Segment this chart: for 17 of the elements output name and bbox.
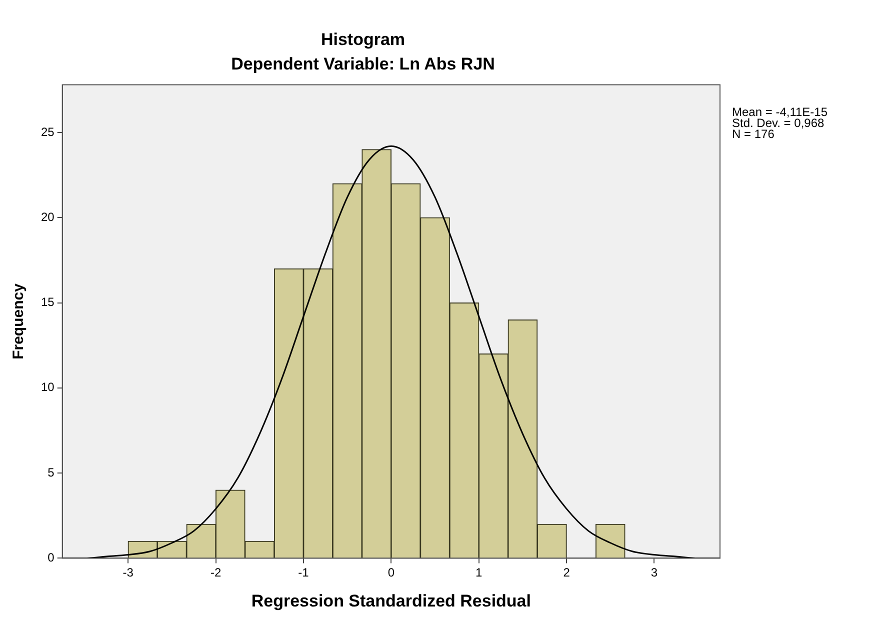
x-tick-label: -3 (122, 566, 134, 580)
y-tick-label: 25 (40, 124, 55, 139)
y-tick-label: 5 (48, 465, 55, 480)
x-tick-label: 1 (476, 566, 483, 580)
y-tick-label: 10 (40, 380, 55, 394)
chart-title: Histogram (320, 30, 406, 49)
x-axis-title: Regression Standardized Residual (251, 591, 531, 610)
y-tick-label: 20 (40, 210, 55, 224)
x-tick-label: -1 (298, 566, 310, 580)
x-tick-label: 0 (388, 566, 395, 580)
chart-subtitle: Dependent Variable: Ln Abs RJN (231, 54, 495, 74)
x-tick-label: 3 (650, 566, 658, 580)
y-axis-title: Frequency (10, 282, 28, 360)
y-tick-label: 15 (40, 295, 55, 310)
x-tick-label: 2 (563, 566, 570, 580)
x-tick-label: -2 (210, 566, 222, 580)
y-tick-label: 0 (48, 550, 55, 565)
